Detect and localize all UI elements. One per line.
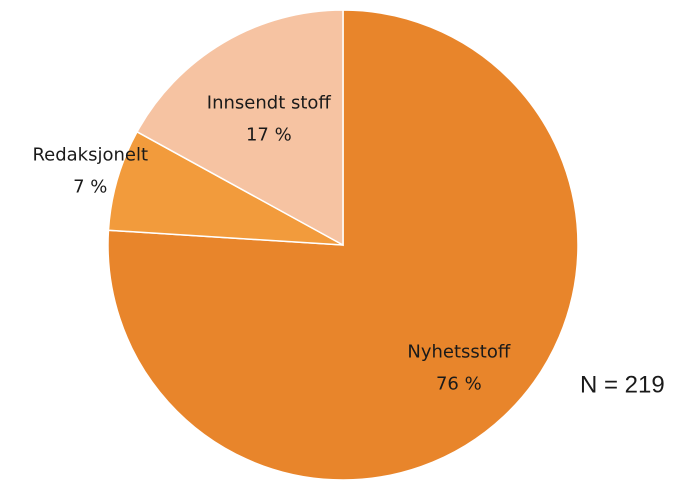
annotation: N = 219 <box>580 371 665 398</box>
slice-value-label: 7 % <box>73 177 107 198</box>
pie-slice <box>107 130 344 246</box>
slice-label: Nyhetsstoff <box>407 341 510 362</box>
pie <box>107 9 579 481</box>
slice-value-label: 76 % <box>436 373 482 394</box>
labels: Nyhetsstoff 76 % Redaksjonelt 7 % Innsendt s… <box>32 93 510 395</box>
slice-label: Redaksjonelt <box>32 145 148 166</box>
slice-value-label: 17 % <box>246 125 292 146</box>
pie-slice <box>136 9 344 247</box>
slice-label: Innsendt stoff <box>207 93 332 114</box>
